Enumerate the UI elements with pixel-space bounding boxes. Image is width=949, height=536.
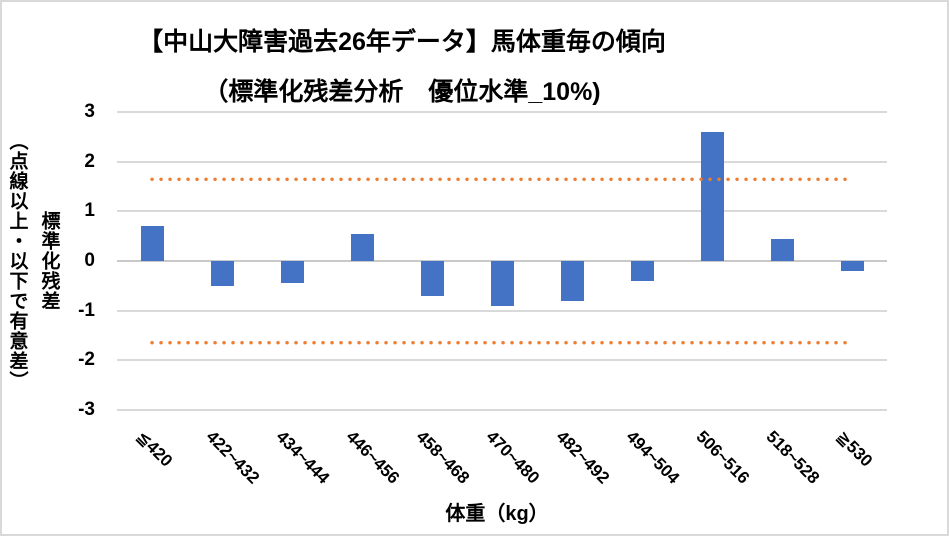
bar-470~480 (490, 261, 514, 306)
x-tick-label: ≧530 (832, 427, 877, 471)
y-axis-title-wrap: 標準化残差 (35, 112, 63, 410)
bar-506~516 (700, 131, 724, 261)
gridline (117, 160, 887, 163)
y-tick-label: -1 (78, 299, 95, 321)
bar-482~492 (560, 261, 584, 301)
x-tick-label: 482~492 (552, 427, 614, 488)
x-tick-label: ≦420 (132, 427, 177, 471)
x-tick-label: 470~480 (482, 427, 544, 488)
y-axis-title: 標準化残差 (38, 211, 60, 311)
x-tick-label: 494~504 (622, 427, 684, 488)
y-tick-label: -2 (78, 349, 95, 371)
y-tick-label: -3 (78, 399, 95, 420)
bar-434~444 (280, 261, 304, 284)
gridline (117, 359, 887, 362)
bar-518~528 (770, 238, 794, 261)
y-axis-note: （点線以上・以下で有意差） (6, 131, 28, 391)
x-tick-label: 518~528 (762, 427, 824, 488)
gridline (117, 210, 887, 213)
y-tick-label: 0 (84, 250, 95, 271)
x-axis-title: 体重（kg） (445, 503, 549, 525)
chart-title: 【中山大障害過去26年データ】馬体重毎の傾向 (138, 28, 666, 56)
x-tick-label: 422~432 (202, 427, 264, 488)
gridline (117, 409, 887, 411)
y-tick-label: 3 (84, 101, 95, 122)
x-tick-label: 506~516 (692, 427, 754, 488)
bar-422~432 (210, 261, 234, 286)
x-tick-label: 434~444 (272, 427, 334, 488)
bar-494~504 (630, 261, 654, 281)
y-tick-label: 2 (84, 150, 95, 172)
bar-458~468 (420, 261, 444, 296)
chart-subtitle: （標準化残差分析 優位水準_10%) (203, 78, 601, 106)
x-tick-label: 446~456 (342, 427, 404, 488)
gridline (117, 309, 887, 312)
x-tick-label: 458~468 (412, 427, 474, 488)
plot-area (117, 111, 887, 411)
bar-446~456 (350, 233, 374, 261)
bar-≦420 (140, 226, 164, 261)
bar-≧530 (840, 261, 864, 271)
y-axis-note-wrap: （点線以上・以下で有意差） (3, 112, 31, 410)
gridline (117, 111, 887, 113)
y-tick-label: 1 (84, 200, 95, 222)
threshold-lines (150, 177, 854, 345)
